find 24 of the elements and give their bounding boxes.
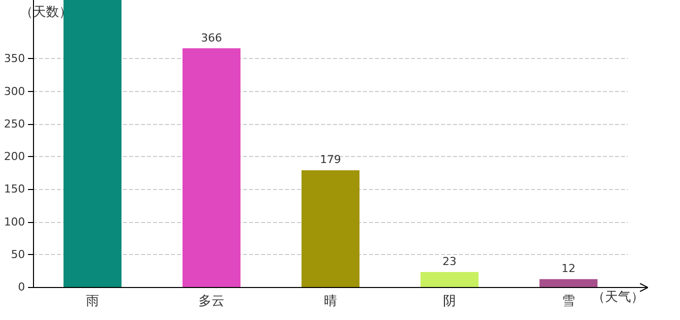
y-tick-label: 200 [4,150,25,164]
data-label: 12 [562,262,576,276]
y-tick-label: 50 [11,248,25,261]
x-tick-label: 雪 [562,294,575,309]
data-label: 179 [320,153,341,166]
bar [420,272,478,287]
y-axis-title: （天数） [20,5,72,20]
bar [182,48,240,287]
data-label: 366 [201,31,222,44]
y-tick-label: 250 [4,117,25,130]
y-tick-label: 0 [18,280,25,294]
y-tick-label: 300 [4,84,25,98]
x-tick-label: 多云 [198,294,224,309]
x-tick-label: 阴 [443,294,456,309]
y-tick-label: 350 [4,52,25,66]
y-tick-label: 100 [4,215,25,228]
bar [540,279,598,287]
x-axis-title: （天气） [592,290,644,305]
bar [64,0,122,287]
x-tick-label: 雨 [86,294,99,309]
data-label: 23 [442,255,456,268]
bar [302,170,360,287]
x-tick-label: 晴 [324,294,337,309]
y-tick-label: 150 [4,182,25,196]
